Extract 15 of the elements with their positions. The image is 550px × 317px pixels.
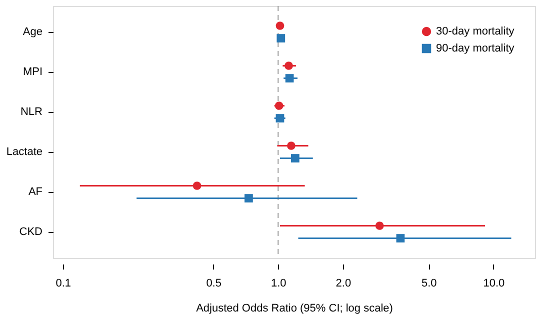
legend-label: 90-day mortality bbox=[436, 42, 515, 54]
x-tick-label: 2.0 bbox=[336, 278, 352, 290]
legend-label: 30-day mortality bbox=[436, 26, 515, 38]
x-axis-title: Adjusted Odds Ratio (95% CI; log scale) bbox=[196, 302, 393, 314]
x-tick-label: 5.0 bbox=[421, 278, 437, 290]
y-tick-label: Age bbox=[22, 26, 42, 38]
x-tick-label: 10.0 bbox=[483, 278, 505, 290]
y-tick-label: MPI bbox=[22, 66, 42, 78]
y-tick-label: AF bbox=[28, 186, 43, 198]
x-tick-label: 0.1 bbox=[56, 278, 71, 290]
x-tick-label: 0.5 bbox=[206, 278, 222, 290]
y-tick-label: Lactate bbox=[6, 146, 42, 158]
y-tick-label: CKD bbox=[19, 226, 43, 238]
x-tick-label: 1.0 bbox=[270, 278, 286, 290]
y-tick-label: NLR bbox=[20, 106, 43, 118]
